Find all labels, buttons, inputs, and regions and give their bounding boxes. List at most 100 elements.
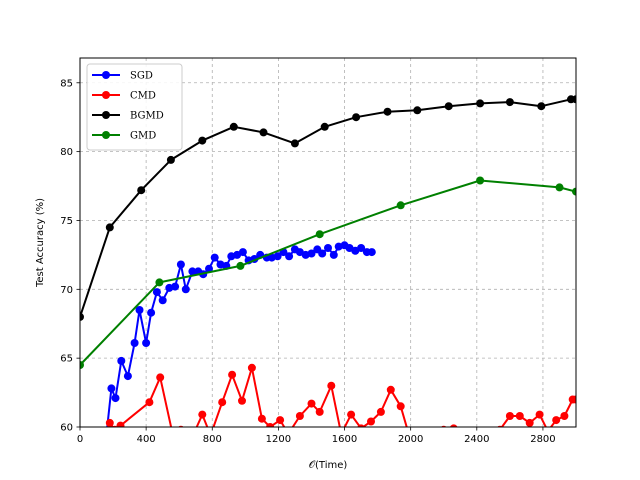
data-point (80, 312, 84, 321)
legend-label: SGD (130, 71, 153, 82)
data-point (525, 418, 534, 427)
data-point (329, 250, 338, 259)
x-tick-label: 1200 (266, 434, 291, 445)
data-point (307, 399, 316, 408)
data-point (367, 248, 376, 257)
data-point (396, 201, 405, 210)
data-point (169, 430, 177, 438)
x-tick-label: 800 (203, 434, 222, 445)
data-point (444, 102, 453, 111)
data-point (357, 424, 365, 427)
data-point (188, 433, 196, 441)
data-point (347, 410, 356, 419)
data-point (135, 306, 144, 314)
data-point (357, 244, 366, 252)
data-point (236, 261, 245, 270)
data-point (505, 98, 514, 107)
data-point (117, 356, 126, 365)
y-tick-label: 80 (60, 147, 73, 158)
legend-label: CMD (130, 91, 156, 102)
data-point (505, 412, 514, 420)
data-point (266, 423, 275, 427)
data-point (352, 113, 361, 122)
data-point (386, 385, 395, 394)
legend-entry: BGMD (92, 111, 164, 122)
legend-entry: GMD (92, 131, 156, 142)
data-point (259, 128, 268, 137)
data-point (198, 136, 207, 145)
data-point (229, 122, 238, 131)
y-tick-label: 65 (60, 354, 73, 365)
data-point (111, 394, 120, 403)
data-point (158, 296, 167, 305)
data-point (307, 249, 316, 258)
data-point (318, 249, 327, 258)
data-point (105, 418, 114, 427)
data-point (142, 339, 151, 347)
data-point (449, 424, 458, 427)
series-line (107, 366, 576, 427)
ticks: 0 400 800 1200 1600 2000 2400 2800 60 65 70 75 80 85 (60, 78, 555, 445)
legend-swatch-marker (102, 91, 110, 99)
data-point (367, 417, 375, 426)
data-point (273, 252, 282, 261)
series-gmd (80, 176, 576, 369)
legend-label: BGMD (130, 111, 164, 122)
data-point (535, 410, 544, 419)
data-point (247, 363, 256, 372)
data-point (238, 396, 246, 405)
data-point (145, 398, 154, 407)
data-point (320, 122, 329, 131)
data-point (257, 414, 266, 423)
legend-label: GMD (130, 131, 156, 142)
x-tick-label: 2400 (464, 434, 489, 445)
data-point (210, 253, 219, 262)
data-point (537, 102, 546, 111)
data-point (147, 308, 156, 317)
data-point (188, 267, 197, 276)
data-point (476, 176, 485, 185)
data-point (116, 421, 125, 427)
data-point (560, 412, 569, 420)
data-point (552, 416, 561, 425)
y-axis-label: Test Accuracy (%) (35, 198, 46, 288)
legend-swatch-marker (102, 131, 110, 139)
series-line (80, 98, 576, 318)
x-axis-label: 𝒪(Time) (309, 460, 348, 471)
data-point (376, 407, 385, 416)
data-point (572, 395, 576, 404)
data-point (428, 430, 436, 438)
data-point (285, 252, 294, 261)
y-tick-label: 60 (60, 423, 73, 434)
legend-entry: CMD (92, 91, 156, 102)
data-point (156, 373, 165, 382)
series-line (80, 179, 576, 366)
data-point (152, 288, 161, 297)
data-point (383, 107, 392, 116)
series-cmd (105, 363, 576, 441)
legend: SGD CMD BGMD GMD (86, 63, 183, 151)
data-point (315, 407, 324, 416)
data-point (290, 139, 299, 148)
series-sgd (106, 241, 376, 427)
data-point (181, 285, 190, 294)
data-point (515, 412, 524, 420)
y-tick-label: 70 (60, 285, 73, 296)
x-tick-label: 1600 (332, 434, 357, 445)
data-point (107, 384, 116, 393)
x-tick-label: 2000 (398, 434, 423, 445)
data-point (228, 370, 237, 379)
data-point (155, 278, 164, 287)
data-point (80, 361, 84, 369)
data-point (276, 416, 285, 425)
legend-swatch-marker (102, 111, 110, 119)
legend-swatch-marker (102, 71, 110, 79)
y-tick-label: 85 (60, 78, 73, 89)
data-point (171, 282, 180, 291)
data-point (238, 248, 247, 257)
data-point (105, 223, 114, 232)
data-point (218, 398, 227, 407)
data-point (176, 260, 185, 269)
data-point (166, 155, 175, 164)
